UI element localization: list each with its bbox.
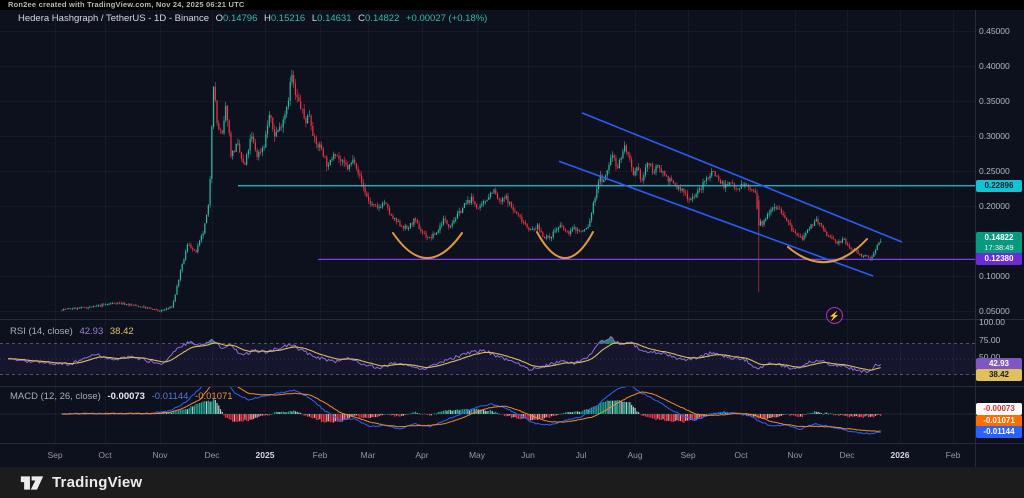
time-tick-label: Sep	[680, 450, 696, 460]
rsi-series	[7, 335, 882, 374]
macd-line-value: -0.01144	[151, 391, 189, 402]
time-tick-label: Feb	[312, 450, 328, 460]
tradingview-logo-icon[interactable]	[20, 473, 44, 493]
price-scale[interactable]: 0.45000 0.40000 0.35000 0.30000 0.25000 0.200…	[975, 0, 1024, 467]
time-tick-label: Oct	[734, 450, 748, 460]
macd-series	[0, 387, 975, 435]
macd-hist-value: -0.00073	[107, 391, 145, 402]
candlestick-series	[61, 69, 882, 313]
trendline	[581, 112, 903, 243]
rsi-overbought-fill	[598, 336, 618, 344]
macd-title[interactable]: MACD (12, 26, close)	[10, 391, 101, 402]
attribution-bar: Ron2ee created with TradingView.com, Nov…	[0, 0, 1024, 10]
time-tick-label: Jun	[521, 450, 535, 460]
lightning-bolt-icon[interactable]: ⚡	[826, 307, 843, 324]
price-tick-label: 0.30000	[979, 131, 1010, 141]
macd-legend[interactable]: MACD (12, 26, close) -0.00073 -0.01144 -…	[10, 391, 237, 402]
rsi-line	[7, 335, 882, 374]
open-label: O	[215, 13, 224, 24]
time-tick-label: Jul	[575, 450, 587, 460]
time-tick-label: Oct	[98, 450, 112, 460]
price-tick-label: 0.05000	[979, 306, 1010, 316]
time-tick-label: Dec	[839, 450, 855, 460]
symbol-legend[interactable]: Hedera Hashgraph / TetherUS - 1D - Binan…	[18, 13, 491, 24]
high-value: 0.15216	[270, 13, 306, 24]
price-tick-label: 0.10000	[979, 271, 1010, 281]
rounding-bottom-arc	[536, 231, 594, 259]
open-value: 0.14796	[223, 13, 258, 24]
price-tick-label: 0.20000	[979, 201, 1010, 211]
time-tick-label: Mar	[360, 450, 376, 460]
time-tick-label: 2025	[255, 450, 275, 460]
rsi-legend[interactable]: RSI (14, close) 42.93 38.42	[10, 326, 138, 337]
rsi-ma-line	[7, 342, 881, 371]
rounding-bottom-arc	[787, 238, 868, 264]
price-tag: 0.14822 17:38:49	[976, 232, 1022, 254]
bottom-bar: TradingView	[0, 467, 1024, 498]
time-tick-label: Aug	[627, 450, 643, 460]
rsi-overbought-fill	[206, 339, 217, 344]
time-tick-label: Nov	[152, 450, 168, 460]
price-tick-label: 0.45000	[979, 26, 1010, 36]
countdown-timer: 17:38:49	[984, 243, 1014, 252]
rsi-tick-label: 75.00	[979, 335, 1001, 345]
trendline	[558, 160, 874, 277]
time-tick-label: Feb	[945, 450, 961, 460]
close-label: C	[358, 13, 366, 24]
time-tick-label: May	[468, 450, 486, 460]
rsi-ma-value: 38.42	[109, 326, 134, 337]
price-tag: 0.22896	[976, 180, 1022, 192]
change-value: +0.00027 (+0.18%)	[406, 13, 488, 24]
rsi-title[interactable]: RSI (14, close)	[10, 326, 73, 337]
price-tag: 42.93	[976, 358, 1022, 370]
gridlines	[0, 10, 975, 443]
time-tick-label: Sep	[47, 450, 63, 460]
price-tag: -0.01071	[976, 414, 1022, 427]
price-tick-label: 0.25000	[979, 166, 1010, 176]
time-tick-label: 2026	[890, 450, 910, 460]
macd-line	[61, 387, 881, 435]
price-tag: 38.42	[976, 369, 1022, 381]
rsi-band	[0, 343, 975, 375]
rsi-value: 42.93	[79, 326, 104, 337]
rounding-bottom-arc	[392, 232, 463, 259]
price-tag: -0.00073	[976, 403, 1022, 415]
close-value: 0.14822	[365, 13, 400, 24]
time-tick-label: Dec	[204, 450, 220, 460]
macd-signal-value: -0.01071	[195, 391, 233, 402]
tradingview-logo-text[interactable]: TradingView	[52, 474, 143, 491]
chart-canvas[interactable]	[0, 0, 1024, 467]
price-tick-label: 0.40000	[979, 61, 1010, 71]
time-tick-label: Apr	[415, 450, 429, 460]
rsi-tick-label: 50.00	[979, 352, 1001, 362]
time-scale[interactable]: Sep Oct Nov Dec 2025 Feb Mar Apr May Jun Jul Aug Sep…	[0, 444, 1024, 467]
high-label: H	[264, 13, 271, 24]
macd-signal-line	[62, 387, 881, 432]
price-tick-label: 0.35000	[979, 96, 1010, 106]
time-tick-label: Nov	[787, 450, 803, 460]
symbol-title[interactable]: Hedera Hashgraph / TetherUS - 1D - Binan…	[18, 13, 209, 24]
price-tag: -0.01144	[976, 426, 1022, 438]
price-tag: 0.12380	[976, 253, 1022, 265]
low-label: L	[311, 13, 318, 24]
rsi-tick-label: 100.00	[979, 317, 1005, 327]
low-value: 0.14631	[317, 13, 352, 24]
